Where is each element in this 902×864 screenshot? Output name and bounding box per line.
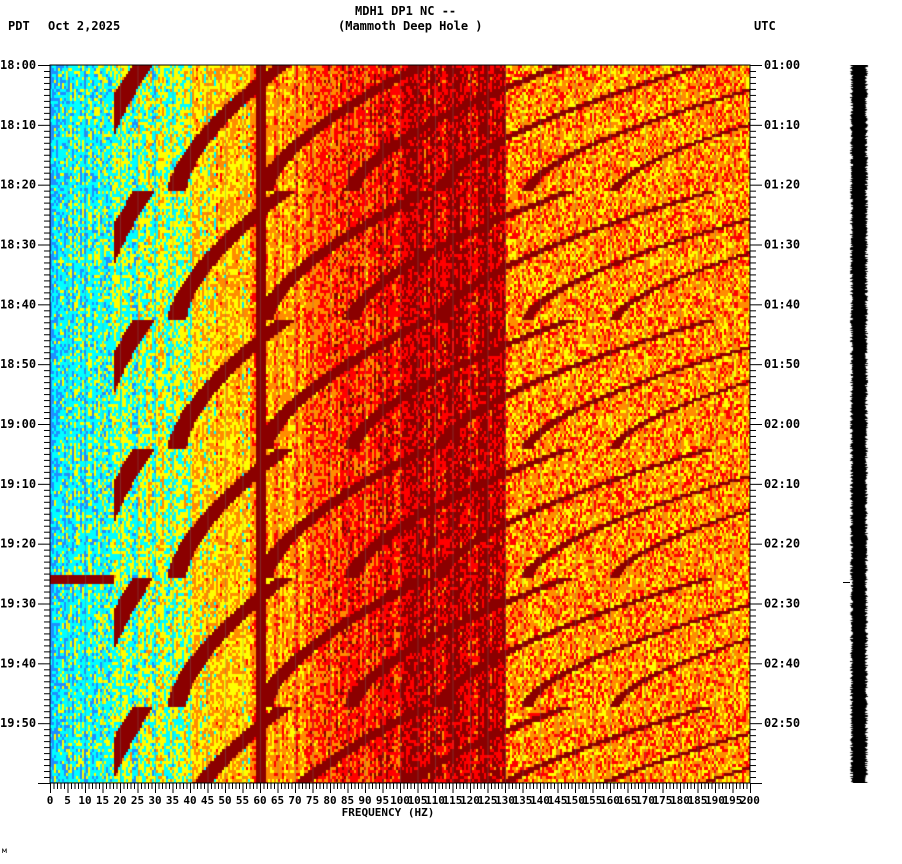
y-tick-label-left: 19:30	[0, 597, 36, 611]
x-tick-label: 150	[565, 794, 585, 807]
title-line1: MDH1 DP1 NC --	[355, 4, 457, 18]
x-tick-label: 200	[740, 794, 760, 807]
title-line2: (Mammoth Deep Hole )	[338, 19, 483, 33]
left-timezone: PDT	[8, 19, 30, 33]
y-tick-label-right: 01:20	[764, 178, 800, 192]
x-tick-label: 185	[688, 794, 708, 807]
y-tick-label-right: 02:50	[764, 716, 800, 730]
y-tick-label-left: 19:20	[0, 537, 36, 551]
x-tick-label: 80	[323, 794, 336, 807]
y-tick-label-left: 19:40	[0, 656, 36, 670]
x-tick-label: 0	[47, 794, 54, 807]
x-tick-label: 90	[358, 794, 371, 807]
x-tick-label: 125	[478, 794, 498, 807]
x-tick-label: 190	[705, 794, 725, 807]
x-tick-label: 160	[600, 794, 620, 807]
x-tick-label: 180	[670, 794, 690, 807]
y-tick-label-right: 02:00	[764, 417, 800, 431]
y-tick-label-left: 18:10	[0, 118, 36, 132]
x-tick-label: 60	[253, 794, 266, 807]
x-tick-label: 95	[376, 794, 389, 807]
x-tick-label: 130	[495, 794, 515, 807]
y-tick-label-right: 01:30	[764, 238, 800, 252]
x-tick-label: 50	[218, 794, 231, 807]
x-tick-label: 30	[148, 794, 161, 807]
x-tick-label: 20	[113, 794, 126, 807]
x-tick-label: 165	[618, 794, 638, 807]
x-tick-label: 55	[236, 794, 249, 807]
x-tick-label: 135	[513, 794, 533, 807]
x-tick-label: 195	[723, 794, 743, 807]
x-tick-label: 105	[408, 794, 428, 807]
x-tick-label: 170	[635, 794, 655, 807]
y-tick-label-left: 18:30	[0, 238, 36, 252]
right-timezone: UTC	[754, 19, 776, 33]
footer-mark: м	[2, 846, 7, 855]
x-tick-label: 70	[288, 794, 301, 807]
x-tick-label: 75	[306, 794, 319, 807]
x-tick-label: 35	[166, 794, 179, 807]
x-tick-label: 65	[271, 794, 284, 807]
x-tick-label: 120	[460, 794, 480, 807]
y-tick-label-right: 01:00	[764, 58, 800, 72]
x-tick-label: 40	[183, 794, 196, 807]
x-tick-label: 175	[653, 794, 673, 807]
x-tick-label: 10	[78, 794, 91, 807]
y-tick-label-right: 01:10	[764, 118, 800, 132]
x-tick-label: 110	[425, 794, 445, 807]
spectrogram-heatmap	[50, 65, 750, 783]
seismogram-trace-strip	[848, 65, 870, 783]
plot-frame	[49, 64, 751, 784]
y-tick-label-left: 18:20	[0, 178, 36, 192]
x-tick-label: 145	[548, 794, 568, 807]
x-tick-label: 100	[390, 794, 410, 807]
y-tick-label-right: 02:20	[764, 537, 800, 551]
y-tick-label-right: 02:30	[764, 597, 800, 611]
y-tick-label-right: 01:40	[764, 297, 800, 311]
x-axis-label: FREQUENCY (HZ)	[342, 806, 435, 819]
y-tick-label-right: 01:50	[764, 357, 800, 371]
x-tick-label: 25	[131, 794, 144, 807]
x-tick-label: 85	[341, 794, 354, 807]
x-tick-label: 140	[530, 794, 550, 807]
x-tick-label: 45	[201, 794, 214, 807]
y-tick-label-left: 19:00	[0, 417, 36, 431]
y-tick-label-left: 19:10	[0, 477, 36, 491]
x-tick-label: 15	[96, 794, 109, 807]
y-tick-label-left: 19:50	[0, 716, 36, 730]
y-tick-label-left: 18:50	[0, 357, 36, 371]
y-tick-label-right: 02:10	[764, 477, 800, 491]
y-tick-label-left: 18:40	[0, 297, 36, 311]
x-tick-label: 5	[64, 794, 71, 807]
date-label: Oct 2,2025	[48, 19, 121, 33]
y-tick-label-right: 02:40	[764, 656, 800, 670]
x-tick-label: 115	[443, 794, 463, 807]
x-tick-label: 155	[583, 794, 603, 807]
y-tick-label-left: 18:00	[0, 58, 36, 72]
